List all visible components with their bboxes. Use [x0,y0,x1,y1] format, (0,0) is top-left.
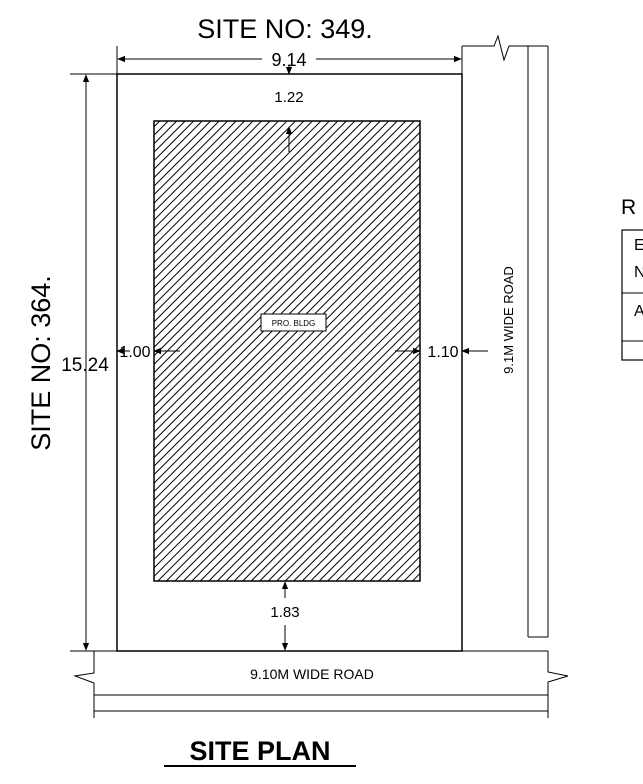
plot-length-label: 15.24 [61,355,109,376]
south-road-label: 9.10M WIDE ROAD [250,666,374,682]
left-site-label: SITE NO: 364. [26,275,56,451]
setback-right-label: 1.10 [427,344,458,361]
side-table-heading: R [621,196,636,219]
side-table-cell: A [634,303,643,320]
side-table-cell: E [634,237,643,254]
east-road-label: 9.1M WIDE ROAD [501,266,516,374]
building-label-box [260,313,327,332]
east-road-break-symbol [485,34,548,62]
setback-left-label: 1.00 [119,344,150,361]
plot-width-label: 9.14 [271,50,306,70]
building-label: PRO. BLDG [272,319,316,328]
drawing-title: SITE PLAN [189,736,330,766]
side-table-cell: N [634,264,643,281]
building-footprint [153,120,421,582]
setback-top-label: 1.22 [274,89,303,106]
setback-bottom-label: 1.83 [270,604,299,621]
south-road-break-right [547,651,569,695]
top-site-label: SITE NO: 349. [197,14,373,44]
south-road-break-left [73,651,117,696]
side-table-frame [621,229,643,361]
